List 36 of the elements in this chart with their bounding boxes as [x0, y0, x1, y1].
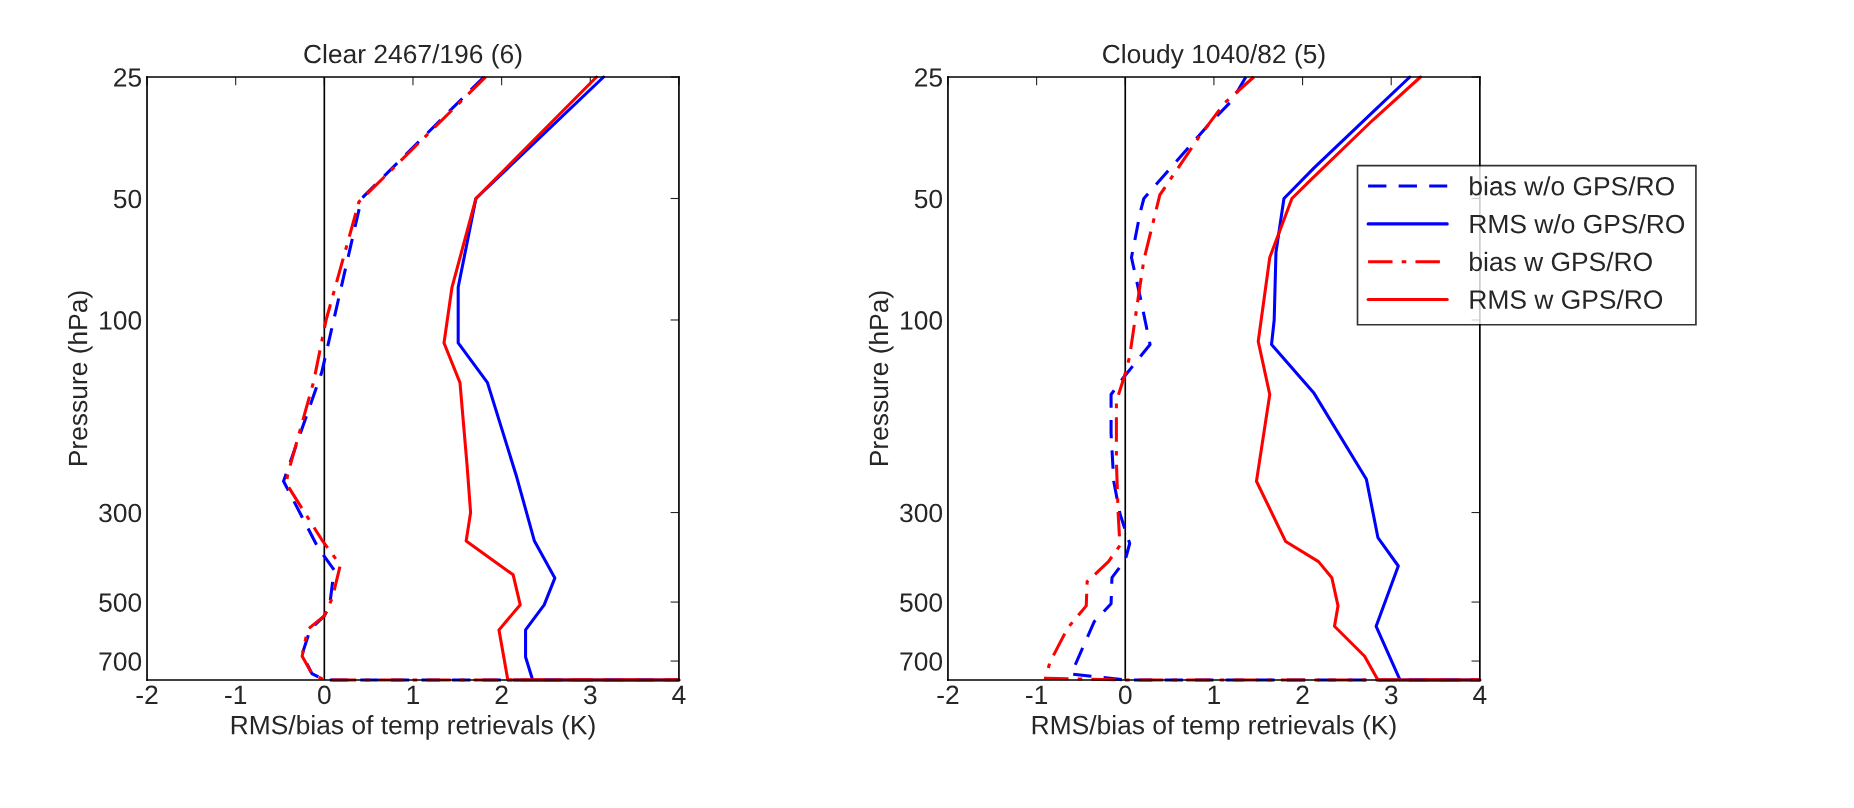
y-tick-label: 500 — [900, 593, 943, 612]
y-tick-label: 500 — [99, 593, 142, 612]
x-tick-label: -1 — [1026, 685, 1048, 704]
x-tick-label: -1 — [225, 685, 247, 704]
x-tick-label: -2 — [937, 685, 959, 704]
x-tick-label: 0 — [1118, 685, 1132, 705]
y-tick-label: 700 — [99, 652, 142, 671]
x-axis-title: RMS/bias of temp retrievals (K) — [1032, 715, 1396, 740]
y-tick-label: 100 — [901, 311, 943, 330]
y-axis-title: Pressure (hPa) — [67, 291, 93, 466]
x-tick-label: 3 — [1384, 685, 1398, 705]
x-tick-label: -2 — [136, 685, 158, 704]
y-axis-title: Pressure (hPa) — [868, 291, 894, 466]
text: bias w/o GPS/RO — [1470, 176, 1674, 196]
x-tick-label: 1 — [1208, 685, 1220, 704]
x-tick-label: 0 — [318, 685, 331, 705]
x-tick-label: 1 — [407, 685, 420, 704]
y-tick-label: 50 — [113, 189, 142, 209]
legend-label: RMS w/o GPS/RO — [1470, 213, 1685, 234]
y-tick-label: 50 — [914, 189, 943, 209]
x-tick-label: 2 — [495, 685, 508, 704]
x-axis-title: RMS/bias of temp retrievals (K) — [231, 715, 595, 740]
legend-label: bias w GPS/RO — [1470, 251, 1652, 272]
y-tick-label: 300 — [99, 503, 142, 523]
legend-label: RMS w GPS/RO — [1470, 289, 1663, 309]
x-tick-label: 4 — [1473, 685, 1487, 704]
y-tick-label: 25 — [114, 68, 142, 87]
chart-title: Cloudy 1040/82 (5) — [1103, 43, 1325, 69]
y-tick-label: 100 — [100, 311, 142, 330]
x-tick-label: 4 — [672, 685, 686, 704]
x-tick-label: 3 — [583, 685, 597, 705]
y-tick-label: 25 — [915, 68, 942, 87]
y-tick-label: 300 — [900, 503, 943, 523]
chart-title: Clear 2467/196 (6) — [304, 43, 522, 69]
x-tick-label: 2 — [1296, 685, 1309, 704]
y-tick-label: 700 — [900, 652, 943, 671]
